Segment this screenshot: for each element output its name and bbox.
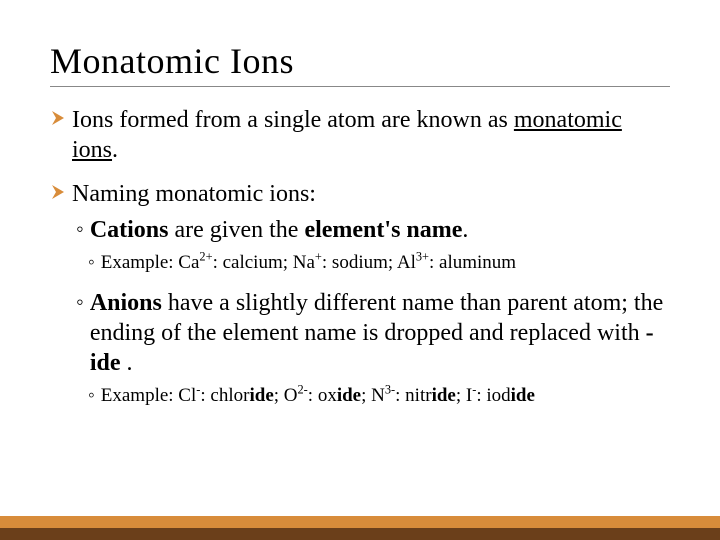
- footer-brown: [0, 528, 720, 540]
- cations-suffix: .: [462, 217, 468, 243]
- ae-p: Example: Cl: [101, 385, 197, 406]
- cations-example: ◦ Example: Ca2+: calcium; Na+: sodium; A…: [88, 251, 670, 276]
- example-marker: ◦: [88, 384, 95, 409]
- footer-orange: [0, 516, 720, 528]
- sub-marker: ◦: [76, 215, 84, 243]
- ce-m1: : calcium; Na: [213, 252, 315, 273]
- ce-s2: +: [315, 250, 322, 264]
- ce-s1: 2+: [199, 250, 212, 264]
- bullet-1: Ions formed from a single atom are known…: [50, 105, 670, 165]
- arrow-path: [52, 111, 64, 125]
- example-marker: ◦: [88, 251, 95, 276]
- ae-2b: ide: [337, 385, 361, 406]
- cations-example-text: Example: Ca2+: calcium; Na+: sodium; Al3…: [101, 251, 516, 276]
- ae-4b: ide: [511, 385, 535, 406]
- ae-3c: ; I: [456, 385, 472, 406]
- cations-bold1: Cations: [90, 217, 169, 243]
- slide: Monatomic Ions Ions formed from a single…: [0, 0, 720, 540]
- ae-3b: ide: [432, 385, 456, 406]
- cations-mid: are given the: [169, 217, 305, 243]
- ae-1c: ; O: [274, 385, 298, 406]
- bullet-2-text: Naming monatomic ions:: [72, 179, 316, 209]
- anions-suffix: .: [120, 350, 132, 376]
- footer-bar: [0, 516, 720, 540]
- cations-bold2: element's name: [304, 217, 462, 243]
- anions-text: Anions have a slightly different name th…: [90, 288, 670, 378]
- slide-title: Monatomic Ions: [50, 40, 670, 87]
- ce-s3: 3+: [416, 250, 429, 264]
- ce-e: : aluminum: [429, 252, 516, 273]
- bullet-2: Naming monatomic ions:: [50, 179, 670, 209]
- arrow-path: [52, 185, 64, 199]
- ae-2a: : ox: [308, 385, 337, 406]
- ae-s3: 3-: [385, 382, 395, 396]
- ae-1a: : chlor: [200, 385, 249, 406]
- ce-m2: : sodium; Al: [322, 252, 416, 273]
- ae-3a: : nitr: [395, 385, 431, 406]
- ae-s2: 2-: [298, 382, 308, 396]
- anions-example: ◦ Example: Cl-: chloride; O2-: oxide; N3…: [88, 384, 670, 409]
- sub-marker: ◦: [76, 288, 84, 316]
- ae-4a: : iod: [476, 385, 510, 406]
- sub-anions: ◦ Anions have a slightly different name …: [76, 288, 670, 378]
- anions-mid: have a slightly different name than pare…: [90, 290, 663, 346]
- arrow-icon: [50, 105, 72, 131]
- cations-text: Cations are given the element's name.: [90, 215, 469, 245]
- ae-1b: ide: [249, 385, 273, 406]
- sub-cations: ◦ Cations are given the element's name.: [76, 215, 670, 245]
- arrow-icon: [50, 179, 72, 205]
- bullet-1-suffix: .: [112, 137, 118, 163]
- ce-p: Example: Ca: [101, 252, 200, 273]
- anions-bold1: Anions: [90, 290, 162, 316]
- bullet-1-prefix: Ions formed from a single atom are known…: [72, 107, 514, 133]
- anions-example-text: Example: Cl-: chloride; O2-: oxide; N3-:…: [101, 384, 535, 409]
- ae-2c: ; N: [361, 385, 385, 406]
- bullet-1-text: Ions formed from a single atom are known…: [72, 105, 670, 165]
